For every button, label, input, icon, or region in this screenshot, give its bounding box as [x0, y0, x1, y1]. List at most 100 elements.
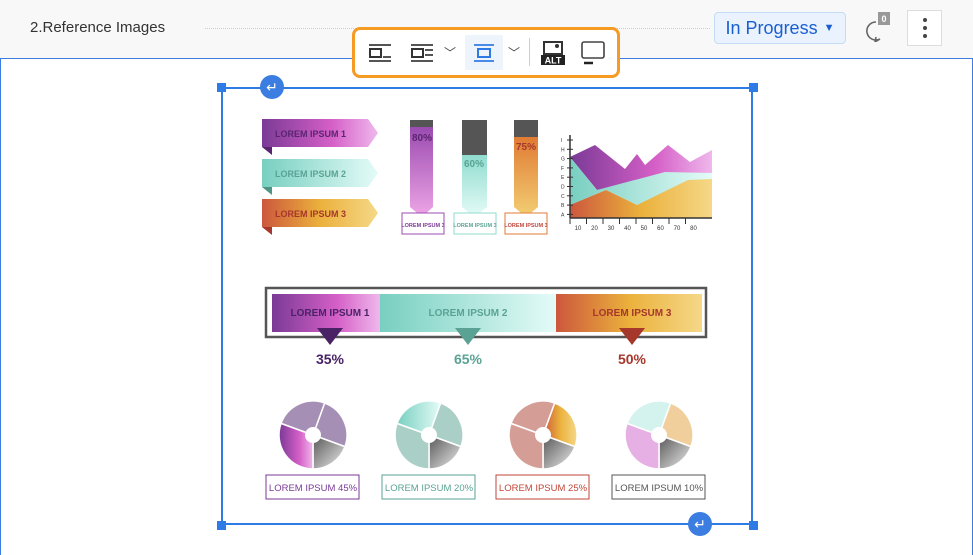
pie-slice	[280, 400, 326, 436]
segment-label: LOREM IPSUM 1	[291, 308, 370, 319]
segment-label: LOREM IPSUM 2	[429, 308, 508, 319]
bar-3: 75% LOREM IPSUM 3	[504, 120, 548, 235]
pie-hole	[305, 427, 321, 443]
resize-handle-bottom-left[interactable]	[217, 521, 226, 530]
x-tick-label: 80	[690, 226, 697, 232]
pie-slice	[542, 402, 578, 448]
pie-label-box	[611, 474, 706, 500]
status-label: In Progress	[725, 17, 818, 38]
y-tick-label: H	[561, 147, 565, 153]
chevron-down-icon: ﹀	[443, 46, 456, 60]
break-text-icon	[474, 43, 494, 62]
resize-handle-bottom-right[interactable]	[749, 521, 758, 530]
pie-slice	[394, 422, 430, 470]
wrap-text-button[interactable]	[405, 35, 439, 70]
pie-label: LOREM IPSUM 45%	[269, 483, 358, 494]
inline-left-icon	[369, 43, 391, 62]
comment-button[interactable]: 0	[864, 12, 892, 44]
bar-label: LOREM IPSUM 3	[453, 223, 496, 229]
bar-value: 60%	[464, 159, 484, 170]
x-tick-label: 20	[591, 226, 598, 232]
progress-value: 35%	[316, 351, 345, 367]
pie-slice	[508, 422, 544, 470]
bar-label: LOREM IPSUM 3	[504, 223, 547, 229]
pie-slice	[312, 402, 348, 448]
bar-1: 80% LOREM IPSUM 3	[401, 120, 445, 235]
segment-1	[272, 294, 380, 332]
pie-slice	[510, 400, 556, 436]
marker	[455, 328, 481, 345]
x-tick-label: 50	[641, 226, 648, 232]
x-tick-label: 30	[608, 226, 615, 232]
segment-3	[556, 294, 702, 332]
break-dropdown[interactable]: ﹀	[505, 35, 523, 70]
pie-label-box	[265, 474, 360, 500]
pie-slice	[626, 400, 672, 436]
insert-paragraph-before-icon[interactable]: ↵	[260, 75, 284, 99]
x-tick-label: 40	[624, 226, 631, 232]
ribbon-2: LOREM IPSUM 2	[262, 159, 378, 195]
pie-slice	[312, 433, 346, 470]
y-tick-label: F	[561, 166, 564, 172]
pie-chart: LOREM IPSUM 20%	[381, 400, 476, 500]
caption-icon	[581, 40, 605, 64]
toolbar-divider	[529, 38, 530, 66]
ribbon-label: LOREM IPSUM 2	[275, 169, 346, 179]
pie-slice	[428, 402, 464, 448]
status-dropdown[interactable]: In Progress ▼	[714, 12, 846, 44]
pie-label: LOREM IPSUM 20%	[385, 483, 474, 494]
pie-label-box	[381, 474, 476, 500]
segment-2	[380, 294, 556, 332]
segment-label: LOREM IPSUM 3	[593, 308, 672, 319]
pie-hole	[535, 427, 551, 443]
resize-handle-top-left[interactable]	[217, 83, 226, 92]
more-options-button[interactable]	[907, 10, 942, 46]
caption-button[interactable]	[577, 35, 609, 70]
pie-slice	[278, 422, 314, 470]
caret-down-icon: ▼	[823, 22, 835, 34]
image-selection-frame[interactable]	[221, 87, 753, 525]
pie-chart: LOREM IPSUM 45%	[265, 400, 360, 500]
break-text-button[interactable]	[465, 35, 503, 70]
progress-value: 65%	[454, 351, 483, 367]
ribbon-label: LOREM IPSUM 1	[275, 129, 346, 139]
wrap-text-icon	[411, 43, 433, 62]
bar-value: 75%	[516, 142, 536, 153]
progress-value: 50%	[618, 351, 647, 367]
alt-text-icon: ALT	[541, 40, 565, 65]
ribbon-1: LOREM IPSUM 1	[262, 119, 378, 155]
resize-handle-top-right[interactable]	[749, 83, 758, 92]
x-tick-label: 70	[674, 226, 681, 232]
marker	[619, 328, 645, 345]
pie-slice	[624, 422, 660, 470]
wrap-dropdown[interactable]: ﹀	[441, 35, 459, 70]
bar-2: 60% LOREM IPSUM 3	[453, 120, 497, 235]
pie-hole	[421, 427, 437, 443]
pie-chart: LOREM IPSUM 25%	[495, 400, 590, 500]
chevron-down-icon: ﹀	[507, 46, 520, 60]
pie-hole	[651, 427, 667, 443]
comment-icon: 0	[866, 12, 890, 44]
pie-chart: LOREM IPSUM 10%	[611, 400, 706, 500]
image-toolbar: ﹀ ﹀ ALT	[352, 27, 620, 78]
marker	[317, 328, 343, 345]
pie-slice	[658, 402, 694, 448]
y-tick-label: G	[561, 157, 565, 163]
insert-paragraph-after-icon[interactable]: ↵	[688, 512, 712, 536]
inline-button[interactable]	[363, 35, 397, 70]
y-tick-label: D	[561, 185, 565, 191]
ribbon-3: LOREM IPSUM 3	[262, 199, 378, 235]
pie-slice	[542, 433, 576, 470]
pie-slice	[658, 433, 692, 470]
alt-text-button[interactable]: ALT	[537, 35, 569, 70]
pie-label-box	[495, 474, 590, 500]
ribbon-label: LOREM IPSUM 3	[275, 209, 346, 219]
bar-value: 80%	[412, 133, 432, 144]
x-tick-label: 60	[657, 226, 664, 232]
y-tick-label: C	[561, 194, 565, 200]
section-title: 2.Reference Images	[30, 19, 166, 36]
y-tick-label: A	[561, 212, 565, 218]
y-tick-label: E	[561, 175, 565, 181]
bar-label: LOREM IPSUM 3	[401, 223, 444, 229]
